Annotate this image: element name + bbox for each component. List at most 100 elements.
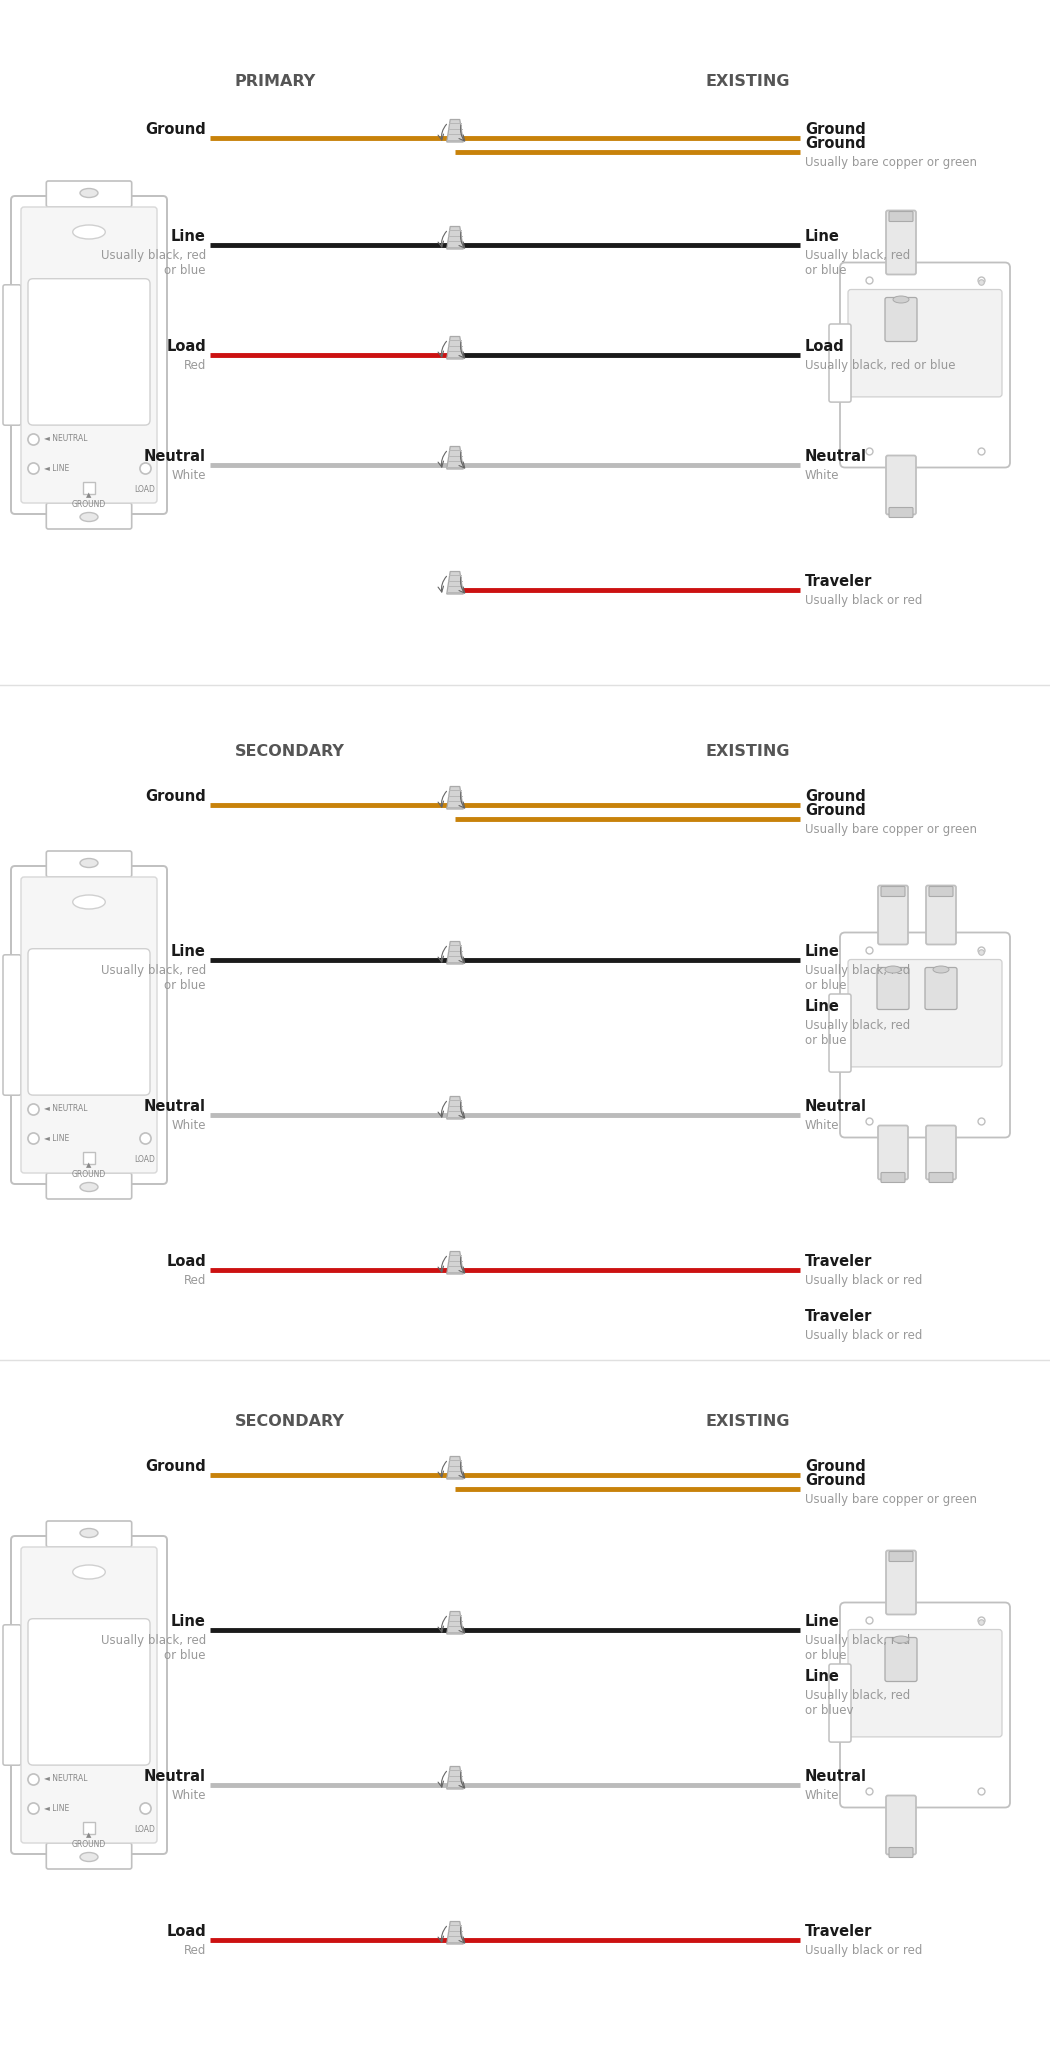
FancyBboxPatch shape [840, 933, 1010, 1137]
Text: White: White [805, 469, 840, 481]
Text: ▲: ▲ [86, 1832, 91, 1838]
Text: Ground: Ground [805, 121, 866, 138]
Polygon shape [446, 1096, 463, 1118]
Ellipse shape [933, 966, 949, 972]
Text: PRIMARY: PRIMARY [235, 74, 316, 90]
FancyBboxPatch shape [848, 960, 1002, 1067]
Text: Neutral: Neutral [805, 1768, 867, 1785]
Text: Neutral: Neutral [805, 1100, 867, 1114]
FancyBboxPatch shape [878, 886, 908, 944]
Text: Line: Line [805, 944, 840, 958]
Text: Usually bare copper or green: Usually bare copper or green [805, 822, 976, 837]
Text: Load: Load [805, 339, 845, 354]
Text: Usually black or red: Usually black or red [805, 1945, 922, 1957]
Polygon shape [446, 787, 463, 808]
Polygon shape [446, 1766, 463, 1789]
Text: White: White [171, 1789, 206, 1801]
Text: Neutral: Neutral [144, 1768, 206, 1785]
Text: Traveler: Traveler [805, 1310, 873, 1324]
Text: Line: Line [805, 1669, 840, 1684]
Text: Usually black, red
or blue: Usually black, red or blue [101, 249, 206, 278]
Text: Ground: Ground [805, 136, 866, 152]
FancyBboxPatch shape [3, 1624, 21, 1766]
Text: EXISTING: EXISTING [706, 1415, 790, 1429]
Text: ◄ NEUTRAL: ◄ NEUTRAL [44, 1104, 87, 1112]
Ellipse shape [80, 512, 98, 522]
Ellipse shape [80, 1852, 98, 1861]
Polygon shape [446, 942, 463, 964]
Ellipse shape [80, 189, 98, 197]
FancyBboxPatch shape [926, 886, 956, 944]
Ellipse shape [892, 1637, 909, 1643]
Text: Ground: Ground [805, 804, 866, 818]
FancyBboxPatch shape [21, 1546, 158, 1842]
Text: Ground: Ground [805, 1460, 866, 1474]
Text: SECONDARY: SECONDARY [235, 1415, 344, 1429]
Text: Usually black, red
or blue: Usually black, red or blue [101, 964, 206, 991]
Text: Red: Red [184, 360, 206, 372]
Text: EXISTING: EXISTING [706, 744, 790, 759]
Text: Traveler: Traveler [805, 1924, 873, 1939]
Text: Line: Line [805, 228, 840, 245]
FancyBboxPatch shape [877, 968, 909, 1009]
Text: Usually black or red: Usually black or red [805, 594, 922, 607]
Polygon shape [446, 446, 463, 469]
FancyBboxPatch shape [21, 878, 158, 1174]
Text: Load: Load [166, 1254, 206, 1269]
FancyBboxPatch shape [46, 1174, 131, 1199]
Text: ▲: ▲ [143, 463, 148, 467]
Text: Usually black or red: Usually black or red [805, 1275, 922, 1287]
FancyBboxPatch shape [46, 181, 131, 208]
FancyBboxPatch shape [881, 886, 905, 896]
Text: Usually black, red
or blue: Usually black, red or blue [101, 1635, 206, 1661]
Text: LOAD: LOAD [134, 1155, 155, 1164]
Polygon shape [446, 1612, 463, 1635]
FancyBboxPatch shape [889, 1552, 914, 1561]
FancyBboxPatch shape [929, 1172, 953, 1182]
FancyBboxPatch shape [830, 1663, 850, 1741]
FancyBboxPatch shape [926, 1125, 956, 1180]
Text: Usually bare copper or green: Usually bare copper or green [805, 156, 976, 169]
Text: White: White [805, 1118, 840, 1133]
Text: Neutral: Neutral [805, 448, 867, 465]
FancyBboxPatch shape [830, 325, 850, 403]
FancyBboxPatch shape [889, 1848, 914, 1857]
Text: Line: Line [171, 228, 206, 245]
Text: Usually black, red
or blue: Usually black, red or blue [805, 1635, 910, 1661]
Polygon shape [446, 572, 463, 594]
FancyBboxPatch shape [889, 212, 914, 222]
FancyBboxPatch shape [885, 1637, 917, 1682]
Text: Traveler: Traveler [805, 574, 873, 588]
FancyBboxPatch shape [886, 1795, 916, 1855]
Text: ◄ LINE: ◄ LINE [44, 1803, 69, 1813]
FancyBboxPatch shape [46, 504, 131, 528]
Text: GROUND: GROUND [71, 1170, 106, 1178]
FancyBboxPatch shape [3, 286, 21, 426]
Text: Usually black, red
or blue: Usually black, red or blue [805, 964, 910, 991]
FancyBboxPatch shape [889, 508, 914, 518]
Ellipse shape [72, 894, 105, 909]
FancyBboxPatch shape [848, 290, 1002, 397]
Text: Ground: Ground [145, 121, 206, 138]
Text: GROUND: GROUND [71, 1840, 106, 1848]
Text: ▲: ▲ [86, 491, 91, 498]
Text: ▲: ▲ [143, 1131, 148, 1137]
FancyBboxPatch shape [28, 1618, 150, 1766]
Text: ▲: ▲ [143, 1801, 148, 1807]
Polygon shape [446, 1922, 463, 1945]
Ellipse shape [80, 1182, 98, 1192]
FancyBboxPatch shape [848, 1630, 1002, 1737]
FancyBboxPatch shape [10, 1536, 167, 1855]
Ellipse shape [892, 296, 909, 302]
Text: Line: Line [171, 944, 206, 958]
Text: ◄ LINE: ◄ LINE [44, 465, 69, 473]
FancyBboxPatch shape [878, 1125, 908, 1180]
Text: EXISTING: EXISTING [706, 74, 790, 90]
Text: Load: Load [166, 339, 206, 354]
FancyBboxPatch shape [840, 263, 1010, 467]
Text: Load: Load [166, 1924, 206, 1939]
FancyBboxPatch shape [21, 208, 158, 504]
FancyBboxPatch shape [881, 1172, 905, 1182]
Ellipse shape [80, 859, 98, 868]
FancyBboxPatch shape [925, 968, 957, 1009]
